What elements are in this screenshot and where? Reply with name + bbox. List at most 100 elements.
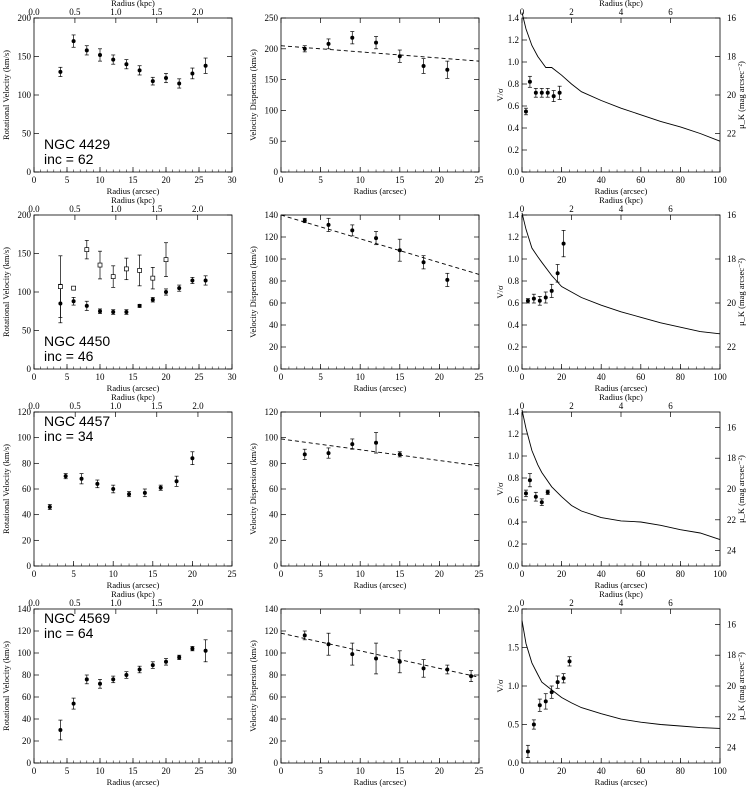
data-point (164, 290, 168, 294)
x-tick-label: 60 (636, 766, 646, 776)
y-tick-label: 1.0 (508, 57, 520, 67)
x-axis-label: Radius (arcsec) (354, 777, 407, 787)
kpc-tick-label: 2.0 (192, 7, 204, 17)
data-point (527, 478, 532, 483)
y-tick-label: 0.4 (508, 517, 520, 527)
data-point (95, 481, 100, 486)
data-point (98, 52, 102, 57)
y-axis-label: Rotational Velocity (km/s) (1, 641, 11, 731)
y2-axis-label: μ_K (mag arcsec⁻²) (736, 258, 746, 326)
x-axis-label: Radius (arcsec) (107, 580, 160, 590)
galaxy-name: NGC 4429 (44, 136, 110, 152)
x-tick-label: 10 (356, 766, 366, 776)
data-point (111, 57, 116, 62)
data-point (177, 286, 182, 291)
data-point (190, 456, 195, 461)
data-point (397, 248, 402, 253)
kpc-tick-label: 4 (619, 598, 624, 608)
x-axis-label: Radius (arcsec) (107, 186, 160, 196)
y-tick-label: 1.0 (508, 254, 520, 264)
data-point (469, 674, 474, 679)
data-point (111, 677, 116, 682)
data-point (174, 479, 179, 484)
x-tick-label: 30 (228, 766, 238, 776)
kpc-tick-label: 0 (520, 7, 525, 17)
x-tick-label: 20 (557, 175, 567, 185)
x-axis-label: Radius (arcsec) (354, 580, 407, 590)
kpc-tick-label: 1.5 (151, 7, 163, 17)
x-axis-label: Radius (arcsec) (595, 777, 648, 787)
x-tick-label: 80 (676, 175, 686, 185)
x-tick-label: 15 (129, 175, 139, 185)
y-tick-label: 0 (274, 758, 279, 768)
y-tick-label: 80 (269, 276, 279, 286)
y2-tick-label: 20 (727, 484, 737, 494)
x-tick-label: 25 (475, 175, 485, 185)
x-tick-label: 20 (435, 175, 445, 185)
x-tick-label: 20 (435, 372, 445, 382)
panel-2-1: 0 5 10 15 20 25 30 Radius (arcsec) 0 50 100 150 200 R… (1, 195, 237, 393)
data-point (84, 303, 89, 308)
y-tick-label: 120 (265, 626, 279, 636)
y-tick-label: 80 (22, 458, 32, 468)
x-tick-label: 25 (195, 372, 205, 382)
y-tick-label: 140 (265, 604, 279, 614)
x-tick-label: 5 (71, 569, 76, 579)
data-point (421, 260, 426, 265)
y-tick-label: 50 (22, 326, 32, 336)
y2-tick-label: 20 (727, 681, 737, 691)
y-tick-label: 120 (18, 626, 32, 636)
open-point (58, 284, 63, 289)
y-tick-label: 0.2 (508, 342, 519, 352)
data-point (445, 67, 450, 72)
x-tick-label: 25 (228, 569, 238, 579)
kpc-tick-label: 0 (520, 401, 525, 411)
x-axis-label: Radius (arcsec) (595, 383, 648, 393)
y2-tick-label: 16 (727, 422, 737, 432)
x-tick-label: 5 (318, 766, 323, 776)
x-tick-label: 60 (636, 569, 646, 579)
data-point (397, 452, 402, 457)
y-tick-label: 40 (22, 510, 32, 520)
kpc-axis-label: Radius (kpc) (599, 392, 643, 402)
x-tick-label: 20 (162, 372, 172, 382)
y-axis-label: V/σ (495, 88, 505, 102)
x-tick-label: 0 (520, 569, 525, 579)
kpc-tick-label: 0 (520, 204, 525, 214)
x-tick-label: 0 (32, 569, 37, 579)
y-tick-label: 40 (22, 714, 32, 724)
data-point (111, 487, 116, 491)
x-tick-label: 10 (109, 569, 119, 579)
y2-tick-label: 22 (727, 342, 736, 352)
y-axis-label: Velocity Dispersion (km/s) (248, 246, 258, 338)
y-tick-label: 0 (27, 561, 32, 571)
y-tick-label: 60 (22, 692, 32, 702)
x-tick-label: 0 (32, 372, 37, 382)
data-point (350, 35, 355, 40)
y2-tick-label: 24 (727, 743, 737, 753)
y-tick-label: 100 (265, 433, 279, 443)
y2-axis-label: μ_K (mag arcsec⁻²) (736, 652, 746, 720)
data-point (525, 749, 530, 754)
kpc-axis-label: Radius (kpc) (111, 589, 155, 599)
x-tick-label: 5 (65, 175, 70, 185)
y-tick-label: 100 (265, 254, 279, 264)
y2-tick-label: 24 (727, 546, 737, 556)
panel-1-2: 0 5 10 15 20 25 Radius (arcsec) 0 50 100 150 200 250… (248, 13, 484, 196)
x-tick-label: 20 (188, 569, 198, 579)
y-tick-label: 150 (265, 75, 279, 85)
y2-tick-label: 16 (727, 13, 737, 23)
kpc-tick-label: 6 (668, 204, 673, 214)
data-point (561, 676, 566, 681)
kpc-tick-label: 0 (520, 598, 525, 608)
data-point (127, 492, 132, 497)
data-point (397, 659, 402, 664)
data-point (47, 504, 52, 509)
y-axis-label: Rotational Velocity (km/s) (1, 50, 11, 140)
x-axis-label: Radius (arcsec) (107, 777, 160, 787)
y-axis-label: Velocity Dispersion (km/s) (248, 640, 258, 732)
data-point (137, 303, 142, 308)
y-tick-label: 150 (18, 52, 32, 62)
